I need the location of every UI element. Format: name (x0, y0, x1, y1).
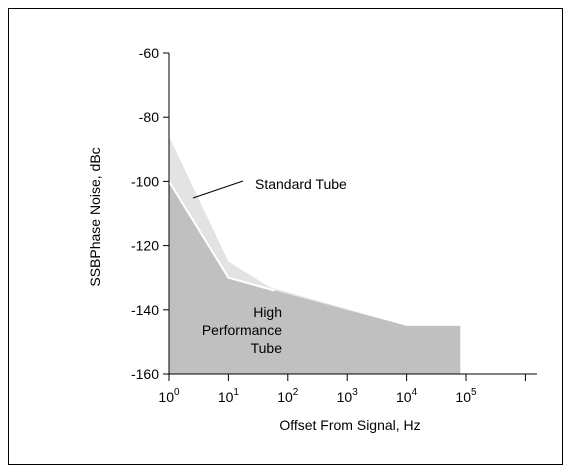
x-tick-label: 100 (158, 387, 180, 405)
chart-ticks: -60 -80 -100 -120 -140 -160 100 101 102 103 104 105 (131, 45, 526, 405)
series-edge-high-performance-tube (168, 180, 275, 292)
y-tick-label: -120 (131, 238, 159, 254)
x-tick-label: 104 (396, 387, 418, 405)
y-tick-label: -60 (139, 45, 159, 61)
y-tick-label: -140 (131, 302, 159, 318)
high-performance-label-line3: Tube (251, 340, 283, 356)
x-tick-label: 102 (277, 387, 299, 405)
series-area-high-performance-tube (169, 181, 461, 374)
x-tick-label: 105 (455, 387, 477, 405)
high-performance-label-line2: Performance (202, 322, 282, 338)
y-tick-label: -160 (131, 366, 159, 382)
standard-tube-label: Standard Tube (255, 176, 347, 192)
standard-tube-leader-line (192, 180, 244, 199)
chart-areas (168, 136, 461, 374)
high-performance-label-line1: High (253, 304, 282, 320)
x-axis-label: Offset From Signal, Hz (279, 417, 420, 433)
x-tick-label: 101 (218, 387, 240, 405)
chart-axes (168, 53, 537, 375)
chart-frame (8, 8, 563, 465)
y-axis-label: SSBPhase Noise, dBc (87, 147, 103, 286)
y-tick-label: -80 (139, 109, 159, 125)
x-tick-label: 103 (337, 387, 359, 405)
y-tick-label: -100 (131, 173, 159, 189)
